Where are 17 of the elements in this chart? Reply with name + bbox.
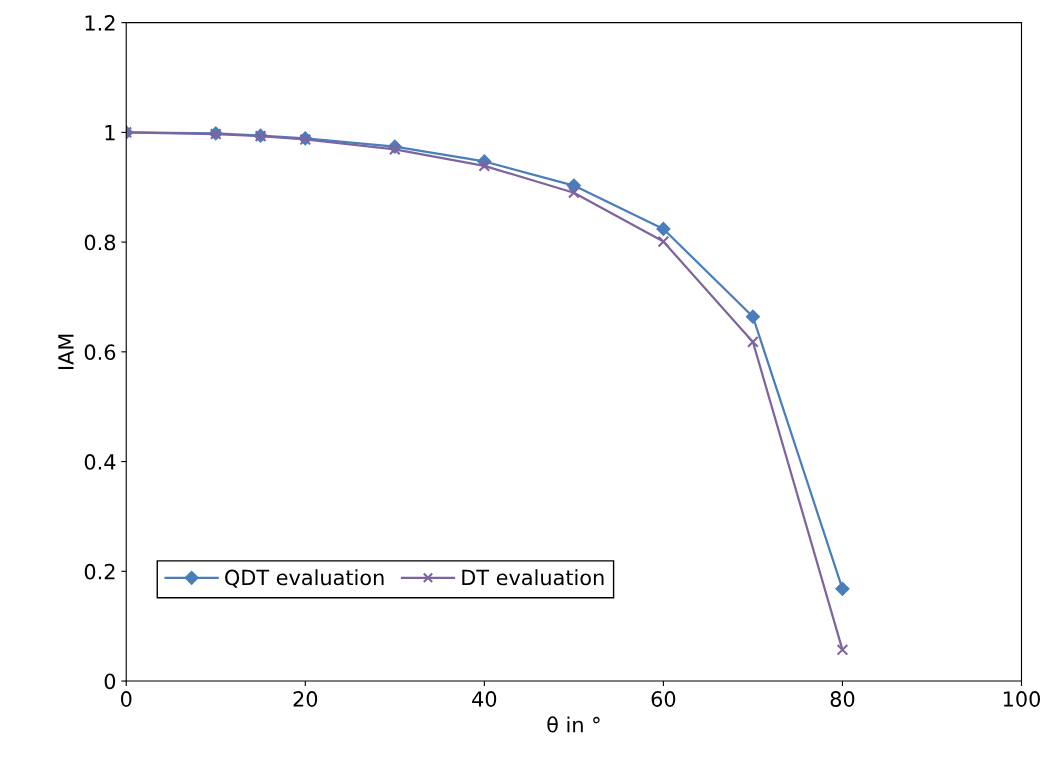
y-axis-title: IAM xyxy=(58,334,74,369)
x-tick-label: 80 xyxy=(830,691,855,707)
y-tick-label: 0.8 xyxy=(84,234,116,251)
y-tick-label: 1.2 xyxy=(85,15,115,31)
y-tick-label: 0.2 xyxy=(84,563,115,580)
legend-label: QDT evaluation xyxy=(225,569,384,588)
y-tick-label: 1 xyxy=(105,125,115,141)
y-tick-label: 0 xyxy=(104,673,116,690)
x-tick-label: 40 xyxy=(472,691,497,707)
x-axis-title: θ in ° xyxy=(547,716,600,733)
y-tick-label: 0.6 xyxy=(84,344,116,361)
x-tick-label: 100 xyxy=(1003,691,1040,707)
x-tick-label: 20 xyxy=(293,691,318,707)
legend-label: DT evaluation xyxy=(462,569,604,586)
y-tick-label: 0.4 xyxy=(84,454,116,470)
x-tick-label: 0 xyxy=(120,691,132,707)
x-tick-label: 60 xyxy=(651,691,676,707)
